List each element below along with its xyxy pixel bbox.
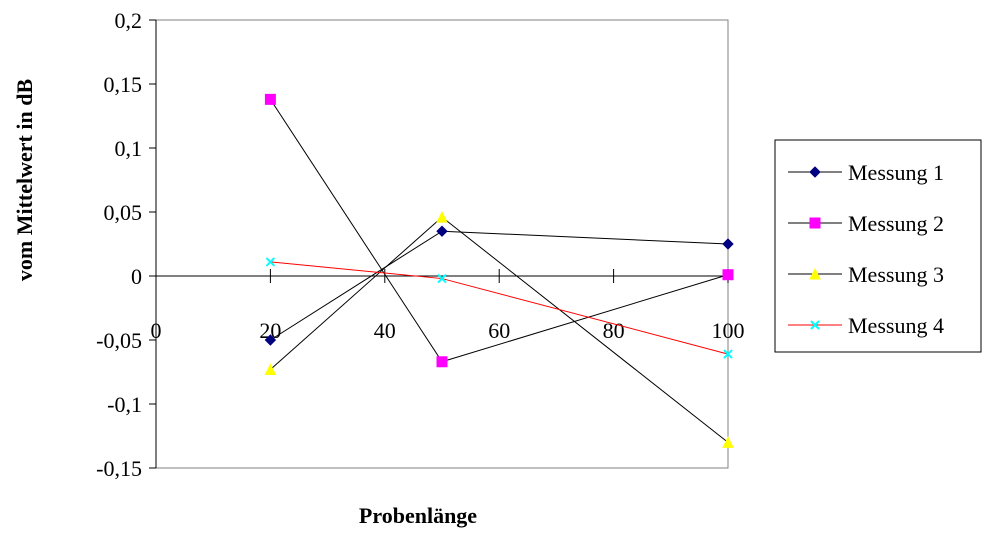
legend-item: Messung 4	[788, 313, 944, 338]
legend-marker	[810, 320, 820, 330]
data-point	[722, 238, 734, 250]
y-tick-label: 0,2	[115, 8, 143, 33]
x-tick-label: 60	[488, 318, 510, 343]
plot-border	[155, 19, 729, 469]
y-tick-label: -0,1	[107, 392, 142, 417]
legend-marker	[809, 166, 821, 178]
y-tick-label: -0,15	[96, 456, 142, 481]
legend-label: Messung 1	[848, 160, 944, 185]
legend-item: Messung 3	[788, 262, 944, 287]
x-tick-label: 0	[151, 318, 162, 343]
series-4	[265, 257, 733, 359]
y-axis-title: vom Mittelwert in dB	[12, 79, 37, 282]
y-tick-label: -0,05	[96, 328, 142, 353]
legend-marker	[809, 267, 821, 280]
data-point	[436, 225, 448, 237]
series-layer	[264, 93, 734, 448]
series-3	[264, 211, 734, 448]
legend-marker	[809, 217, 821, 229]
series-2	[264, 93, 734, 368]
data-point	[723, 349, 733, 359]
legend-item: Messung 1	[788, 160, 944, 185]
y-tick-label: 0	[131, 264, 142, 289]
legend-item: Messung 2	[788, 211, 944, 236]
data-point	[722, 269, 734, 281]
x-tick-label: 40	[374, 318, 396, 343]
plot-area	[155, 19, 729, 469]
legend-label: Messung 4	[848, 313, 944, 338]
data-point	[722, 436, 734, 448]
y-tick-label: 0,05	[104, 200, 143, 225]
legend-label: Messung 2	[848, 211, 944, 236]
data-point	[264, 363, 277, 375]
data-point	[436, 356, 448, 368]
data-point	[264, 93, 276, 105]
data-point	[437, 273, 447, 284]
legend-box	[774, 139, 982, 353]
legend: Messung 1 Messung 2 Messung 3 Messung 4	[774, 139, 982, 353]
series-1	[264, 225, 734, 346]
legend-label: Messung 3	[848, 262, 944, 287]
x-tick-label: 80	[603, 318, 625, 343]
y-tick-label: 0,1	[115, 136, 143, 161]
data-point	[436, 211, 448, 223]
x-axis-title: Probenlänge	[359, 503, 477, 528]
data-point	[265, 257, 276, 267]
x-tick-label: 100	[712, 318, 745, 343]
y-tick-label: 0,15	[104, 72, 143, 97]
data-point	[264, 334, 277, 346]
